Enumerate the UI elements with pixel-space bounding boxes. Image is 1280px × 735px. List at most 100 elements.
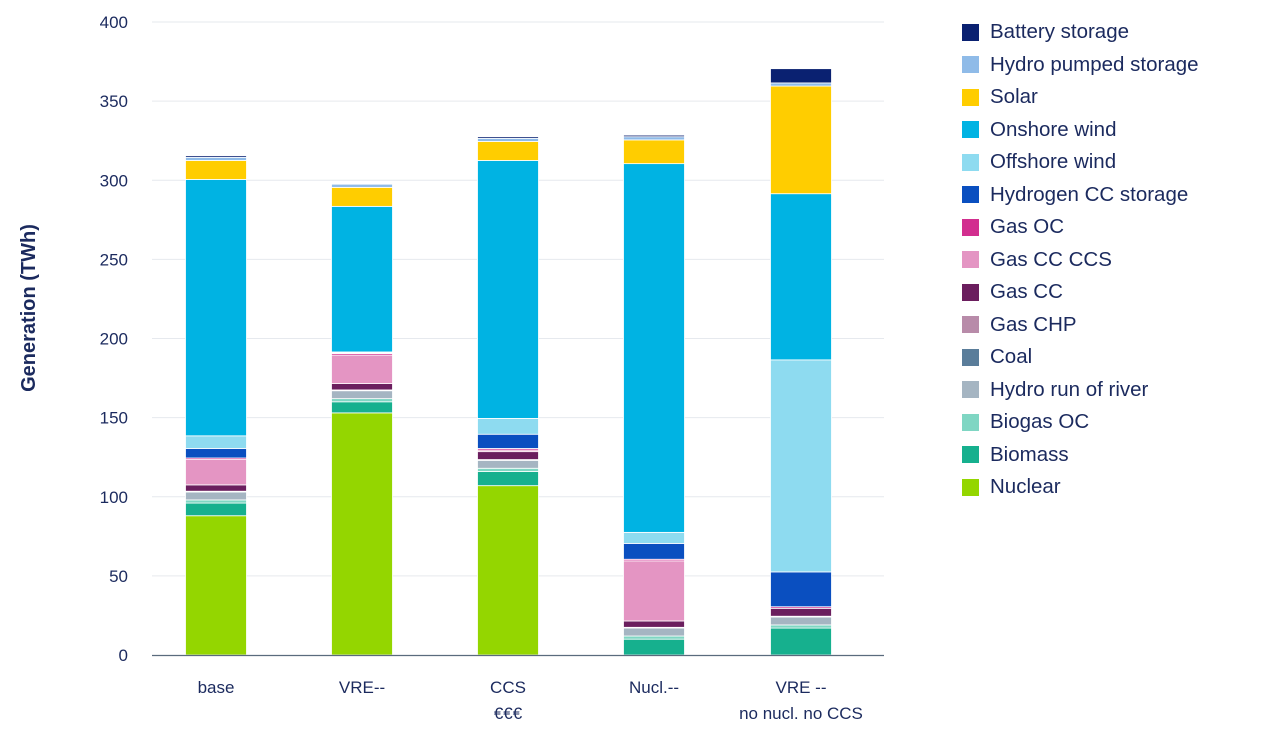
bar-segment [623,638,685,656]
bar-segment [477,433,539,449]
bars [185,68,832,656]
legend-item: Gas CC [962,276,1272,309]
bar-segment [770,82,832,87]
bar-segment [331,186,393,207]
legend-swatch [962,478,979,496]
legend-swatch [962,23,979,41]
bar-segment [477,418,539,435]
legend-label: Coal [990,345,1033,369]
y-tick-label: 150 [100,409,128,428]
bar-segment [623,136,685,141]
bar-segment [331,412,393,656]
legend-item: Hydro run of river [962,374,1272,407]
bar-segment [770,68,832,84]
bar-segment [185,179,247,437]
bar-segment [185,160,247,180]
legend-swatch [962,348,979,366]
legend-item: Gas CHP [962,309,1272,342]
bar-segment [185,484,247,492]
legend-swatch [962,56,979,74]
bar-segment [770,193,832,361]
legend-swatch [962,88,979,106]
legend-label: Hydrogen CC storage [990,182,1189,206]
bar-segment [623,163,685,533]
bar-segment [331,354,393,385]
legend-swatch [962,186,979,204]
bar-segment [770,624,832,629]
bar-segment [185,459,247,486]
legend-item: Gas CC CCS [962,244,1272,277]
bar-segment [770,627,832,656]
legend-label: Gas CC [990,280,1063,304]
legend-item: Hydro pumped storage [962,49,1272,82]
legend-swatch [962,218,979,236]
legend-label: Battery storage [990,20,1130,44]
y-tick-label: 200 [100,330,128,349]
legend-label: Solar [990,85,1038,109]
bar-segment [185,502,247,517]
legend-swatch [962,381,979,399]
legend-item: Nuclear [962,471,1272,504]
y-tick-label: 50 [109,567,128,586]
bar-segment [331,401,393,414]
bar-segment [477,485,539,656]
bar-segment [770,85,832,195]
bar-segment [770,359,832,573]
legend-label: Gas OC [990,215,1065,239]
bar-segment [477,459,539,469]
bar-segment [623,620,685,628]
legend-swatch [962,251,979,269]
axes: 0 50 100 150 200 250 300 350 400 base VRE-- CCS €€€ N… [100,13,884,723]
x-tick-label: €€€ [494,704,523,723]
legend-label: Nuclear [990,475,1061,499]
y-tick-label: 250 [100,250,128,269]
bar-segment [623,543,685,560]
x-tick-label: base [198,678,235,697]
bar-segment [623,139,685,165]
y-tick-label: 300 [100,171,128,190]
bar-segment [623,627,685,637]
legend-label: Biomass [990,442,1069,466]
bar-segment [477,467,539,472]
legend-item: Hydrogen CC storage [962,179,1272,212]
legend-label: Offshore wind [990,150,1117,174]
bar-segment [770,616,832,626]
y-tick-label: 100 [100,488,128,507]
bar-segment [185,448,247,459]
bar-segment [185,515,247,656]
legend-swatch [962,283,979,301]
bar-segment [623,635,685,640]
bar-segment [185,155,247,158]
bar-segment [477,471,539,487]
legend-swatch [962,153,979,171]
bar-segment [331,383,393,391]
bar-segment [331,205,393,353]
legend-item: Battery storage [962,16,1272,49]
legend-label: Hydro run of river [990,377,1149,401]
legend-label: Onshore wind [990,117,1117,141]
bar-segment [477,160,539,419]
legend-swatch [962,316,979,334]
bar-segment [185,499,247,504]
legend-item: Biogas OC [962,406,1272,439]
bar-segment [623,134,685,138]
x-tick-label: no nucl. no CCS [739,704,863,723]
bar-segment [770,571,832,608]
legend-item: Gas OC [962,211,1272,244]
legend-label: Hydro pumped storage [990,52,1199,76]
legend-swatch [962,446,979,464]
bar-segment [185,491,247,501]
bar-segment [770,607,832,617]
bar-segment [185,435,247,449]
legend-label: Gas CHP [990,312,1077,336]
legend-swatch [962,121,979,139]
legend-item: Onshore wind [962,114,1272,147]
y-axis-title: Generation (TWh) [18,224,40,392]
bar-segment [477,137,539,142]
legend-item: Coal [962,341,1272,374]
x-tick-label: CCS [490,678,526,697]
bar-segment [477,451,539,460]
bar-segment [623,531,685,544]
